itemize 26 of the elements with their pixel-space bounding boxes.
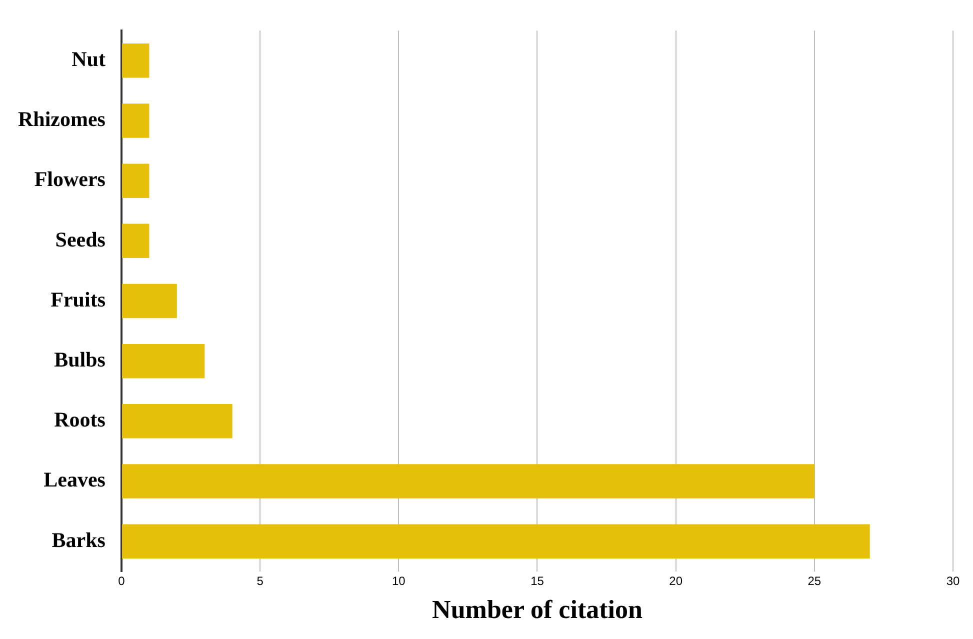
y-tick-label: Roots — [54, 408, 106, 432]
y-tick-label: Bulbs — [54, 348, 106, 372]
bar — [122, 524, 870, 558]
x-axis-title: Number of citation — [432, 595, 643, 624]
x-tick-label: 10 — [392, 574, 406, 588]
bar — [122, 464, 814, 498]
x-tick-label: 0 — [118, 574, 126, 588]
y-tick-label: Leaves — [44, 468, 106, 492]
x-tick-label: 5 — [256, 574, 264, 588]
y-tick-label: Seeds — [55, 227, 106, 252]
y-tick-label: Barks — [52, 528, 106, 552]
y-tick-label: Rhizomes — [18, 107, 106, 132]
x-tick-label: 15 — [530, 574, 544, 588]
y-tick-label: Fruits — [50, 287, 106, 312]
y-tick-label: Nut — [72, 47, 106, 72]
bar — [122, 284, 177, 318]
x-tick-label: 25 — [808, 574, 822, 588]
bar — [122, 164, 150, 198]
bar — [122, 104, 150, 138]
bar — [122, 44, 150, 78]
x-tick-label: 20 — [669, 574, 683, 588]
bar — [122, 224, 150, 258]
x-tick-label: 30 — [946, 574, 960, 588]
bar — [122, 344, 205, 378]
y-tick-label: Flowers — [34, 167, 106, 192]
bar — [122, 404, 232, 438]
